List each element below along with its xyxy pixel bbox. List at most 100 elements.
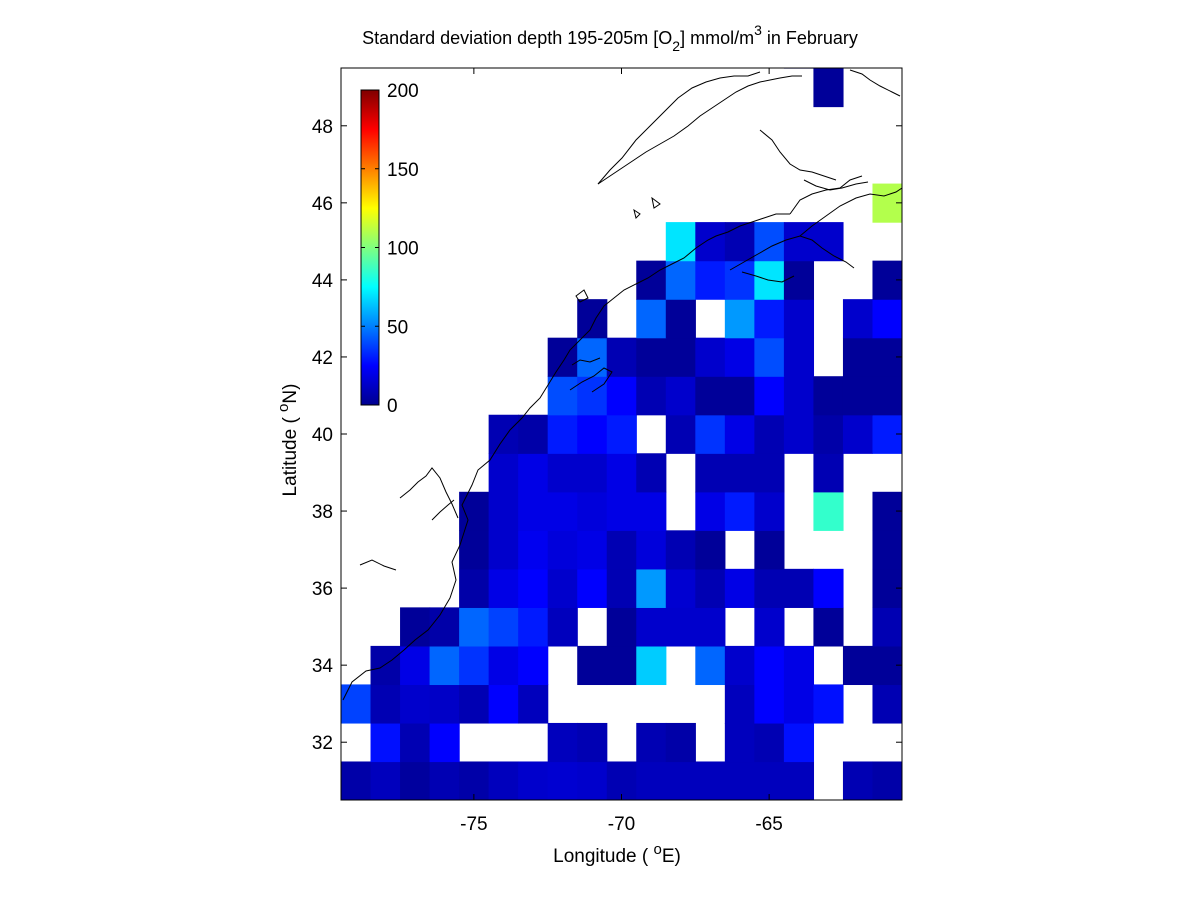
heatmap-cell	[754, 414, 785, 454]
heatmap-cell	[577, 761, 608, 800]
heatmap-cell	[665, 722, 696, 763]
heatmap-cell	[459, 530, 490, 570]
heatmap-cell	[636, 337, 667, 377]
heatmap-cell	[429, 722, 460, 763]
y-axis-label: Latitude ( oN)	[275, 384, 301, 497]
heatmap-cell	[400, 645, 431, 686]
heatmap-cell	[872, 684, 902, 724]
heatmap-cell	[429, 607, 460, 647]
heatmap-cell	[754, 684, 785, 724]
y-tick-label: 40	[312, 425, 333, 446]
colorbar-tick-label: 50	[387, 317, 408, 338]
heatmap-cell	[577, 568, 608, 608]
heatmap-cell	[695, 453, 726, 493]
heatmap-cell	[606, 453, 637, 493]
heatmap-cell	[547, 568, 578, 608]
heatmap-cell	[754, 299, 785, 339]
heatmap-cell	[488, 645, 519, 686]
heatmap-cell	[577, 645, 608, 686]
heatmap-cell	[547, 337, 578, 377]
heatmap-cell	[754, 491, 785, 531]
heatmap-cell	[400, 607, 431, 647]
heatmap-cell	[518, 607, 549, 647]
heatmap-cell	[665, 222, 696, 262]
heatmap-cell	[724, 761, 755, 800]
heatmap-cell	[518, 568, 549, 608]
heatmap-cell	[577, 722, 608, 763]
heatmap-cell	[518, 453, 549, 493]
heatmap-cell	[842, 761, 874, 800]
heatmap-cell	[665, 414, 696, 454]
heatmap-cell	[665, 607, 696, 647]
heatmap-cell	[695, 491, 726, 531]
heatmap-cell	[724, 299, 755, 339]
heatmap-cell	[488, 530, 519, 570]
colorbar-tick-label: 0	[387, 396, 398, 417]
heatmap-cell	[695, 376, 726, 416]
heatmap-cell	[547, 453, 578, 493]
heatmap-cell	[459, 645, 490, 686]
heatmap-cell	[459, 761, 490, 800]
heatmap-cell	[665, 530, 696, 570]
heatmap-cells	[341, 68, 962, 800]
chart-title: Standard deviation depth 195-205m [O2] m…	[362, 22, 858, 54]
heatmap-cell	[547, 491, 578, 531]
heatmap-cell	[724, 722, 755, 763]
heatmap-cell	[813, 607, 844, 647]
heatmap-cell	[842, 376, 874, 416]
heatmap-cell	[754, 568, 785, 608]
y-tick-label: 48	[312, 117, 333, 138]
heatmap-cell	[783, 260, 815, 300]
heatmap-cell	[783, 337, 815, 377]
heatmap-cell	[932, 261, 962, 300]
heatmap-cell	[518, 645, 549, 686]
heatmap-cell	[518, 530, 549, 570]
heatmap-cell	[783, 376, 815, 416]
heatmap-cell	[842, 337, 874, 377]
heatmap-cell	[724, 376, 755, 416]
y-tick-label: 42	[312, 348, 333, 369]
y-tick-label: 32	[312, 733, 333, 754]
heatmap-cell	[606, 607, 637, 647]
heatmap-cell	[724, 453, 755, 493]
heatmap-cell	[783, 761, 815, 800]
heatmap-cell	[872, 299, 902, 339]
y-tick-label: 44	[312, 271, 334, 292]
heatmap-cell	[754, 722, 785, 763]
heatmap-cell	[429, 684, 460, 724]
heatmap-cell	[783, 414, 815, 454]
heatmap-cell	[754, 607, 785, 647]
heatmap-cell	[370, 761, 401, 800]
heatmap-cell	[813, 414, 844, 454]
heatmap-cell	[754, 645, 785, 686]
heatmap-cell	[695, 568, 726, 608]
heatmap-cell	[695, 530, 726, 570]
heatmap-cell	[606, 530, 637, 570]
heatmap-cell	[842, 645, 874, 686]
heatmap-cell	[577, 530, 608, 570]
heatmap-cell	[459, 607, 490, 647]
heatmap-cell	[488, 761, 519, 800]
heatmap-cell	[695, 761, 726, 800]
heatmap-cell	[459, 684, 490, 724]
heatmap-cell	[459, 491, 490, 531]
heatmap-cell	[400, 684, 431, 724]
heatmap-cell	[488, 414, 519, 454]
heatmap-cell	[606, 761, 637, 800]
colorbar: 0 50 100 150 200	[360, 81, 419, 417]
heatmap-cell	[813, 68, 844, 108]
heatmap-cell	[754, 376, 785, 416]
heatmap-cell	[429, 645, 460, 686]
heatmap-cell	[872, 376, 902, 416]
heatmap-cell	[577, 414, 608, 454]
heatmap-cell	[400, 722, 431, 763]
heatmap-cell	[813, 376, 844, 416]
heatmap-cell	[813, 453, 844, 493]
heatmap-cell	[902, 68, 932, 107]
heatmap-cell	[577, 299, 608, 339]
heatmap-cell	[636, 722, 667, 763]
heatmap-cell	[754, 222, 785, 262]
heatmap-cell	[695, 260, 726, 300]
colorbar-tick-label: 100	[387, 239, 419, 260]
heatmap-cell	[783, 299, 815, 339]
